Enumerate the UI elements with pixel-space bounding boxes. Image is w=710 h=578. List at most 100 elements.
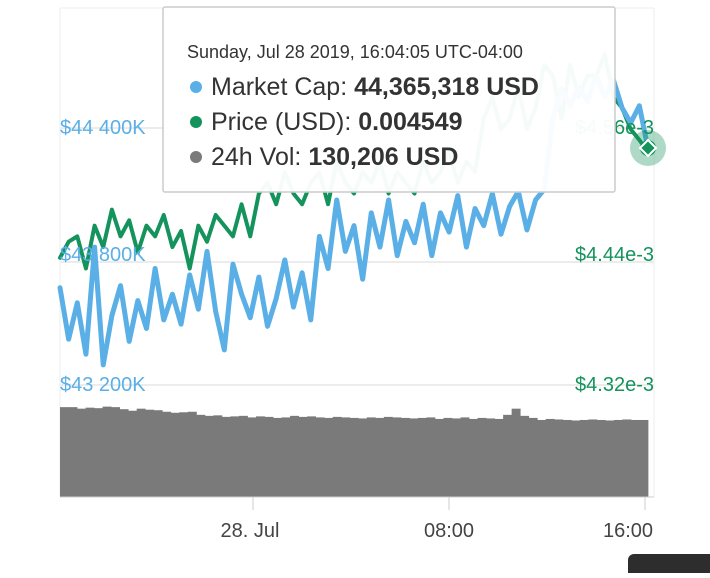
corner-tab: [628, 554, 710, 573]
volume-bar: [324, 417, 334, 497]
volume-bar: [94, 408, 104, 497]
volume-bar: [77, 408, 86, 497]
volume-bar: [204, 415, 214, 497]
x-tick-label: 08:00: [424, 520, 474, 542]
volume-bar: [247, 417, 257, 497]
volume-bar: [630, 419, 640, 497]
volume-bar: [102, 406, 112, 497]
volume-bar: [511, 408, 521, 497]
volume-bar: [238, 415, 248, 497]
tooltip-value: 0.004549: [358, 108, 462, 136]
volume-bar: [562, 419, 572, 497]
volume-bullet: [190, 151, 202, 163]
volume-bar: [315, 417, 325, 497]
volume-bar: [136, 408, 146, 497]
volume-bar: [596, 419, 606, 497]
volume-bar: [486, 418, 496, 497]
tooltip-label: Price (USD):: [211, 108, 351, 136]
volume-bar: [85, 407, 95, 497]
tooltip-box: [162, 6, 616, 193]
volume-bar: [153, 410, 163, 497]
volume-bar: [273, 417, 282, 497]
right-tick-label: $4.44e-3: [575, 244, 654, 266]
hover-dot: [640, 140, 656, 156]
volume-bar: [528, 417, 538, 497]
tooltip-date: Sunday, Jul 28 2019, 16:04:05 UTC-04:00: [187, 42, 523, 62]
volume-bar: [469, 418, 478, 497]
tooltip-value: 44,365,318 USD: [354, 73, 539, 101]
volume-bar: [494, 418, 504, 497]
market-cap-bullet: [190, 81, 202, 93]
volume-bar: [417, 417, 427, 497]
volume-bar: [290, 415, 300, 497]
volume-bar: [452, 418, 461, 497]
volume-bar: [213, 415, 223, 497]
volume-bar: [400, 417, 410, 497]
volume-bar: [639, 419, 649, 497]
tooltip-label: Market Cap:: [211, 73, 347, 101]
diamond-icon: [638, 138, 658, 158]
tooltip: Sunday, Jul 28 2019, 16:04:05 UTC-04:00 …: [162, 6, 616, 193]
volume-bar: [383, 416, 393, 497]
volume-bar: [375, 417, 385, 497]
volume-bar: [520, 415, 530, 497]
volume-bar: [460, 417, 470, 497]
volume-bar: [554, 419, 564, 497]
x-tick-label: 16:00: [603, 520, 653, 542]
volume-bar: [434, 418, 444, 497]
volume-bar: [588, 419, 598, 497]
volume-bar: [409, 418, 419, 497]
volume-bar: [230, 416, 240, 497]
volume-bar: [579, 419, 589, 497]
hover-point-marker: [630, 130, 666, 166]
volume-bar: [307, 416, 317, 497]
volume-bar: [128, 410, 138, 497]
volume-bar: [392, 417, 402, 497]
volume-series: [60, 406, 649, 497]
volume-bar: [256, 416, 265, 497]
volume-bar: [68, 407, 78, 497]
tooltip-value: 130,206 USD: [308, 143, 458, 171]
volume-bar: [281, 417, 291, 497]
volume-bar: [179, 412, 189, 497]
left-tick-label: $44 400K: [60, 117, 146, 139]
volume-bar: [341, 417, 351, 497]
left-tick-label: $43 800K: [60, 244, 146, 266]
volume-bar: [145, 409, 155, 497]
volume-bar: [332, 416, 342, 497]
volume-bar: [349, 417, 359, 497]
volume-bar: [221, 416, 231, 497]
volume-bar: [537, 419, 547, 497]
volume-bar: [426, 417, 436, 497]
volume-bar: [477, 417, 487, 497]
x-tick-label: 28. Jul: [221, 520, 280, 542]
tooltip-row-volume: 24h Vol: 130,206 USD: [211, 143, 458, 171]
x-axis: 28. Jul 08:00 16:00: [60, 496, 654, 542]
left-axis-labels: $44 400K $43 800K $43 200K: [60, 117, 146, 396]
left-tick-label: $43 200K: [60, 374, 146, 396]
volume-bar: [298, 416, 308, 497]
volume-bar: [60, 407, 69, 497]
right-tick-label: $4.32e-3: [575, 374, 654, 396]
volume-bar: [571, 420, 581, 497]
volume-bar: [622, 419, 632, 497]
volume-bar: [111, 407, 121, 497]
volume-bar: [366, 417, 376, 497]
volume-bar: [264, 416, 274, 497]
volume-bar: [187, 411, 197, 497]
tooltip-label: 24h Vol:: [211, 143, 301, 171]
tooltip-row-market-cap: Market Cap: 44,365,318 USD: [211, 73, 539, 101]
volume-bar: [605, 420, 615, 497]
volume-bar: [196, 414, 206, 497]
tooltip-row-price: Price (USD): 0.004549: [211, 108, 463, 136]
volume-bar: [119, 409, 129, 497]
volume-bar: [503, 414, 513, 497]
volume-bar: [443, 417, 453, 497]
volume-bar: [170, 412, 180, 497]
price-bullet: [190, 116, 202, 128]
volume-bar: [162, 411, 172, 497]
volume-bar: [545, 418, 555, 497]
volume-bar: [358, 418, 368, 497]
